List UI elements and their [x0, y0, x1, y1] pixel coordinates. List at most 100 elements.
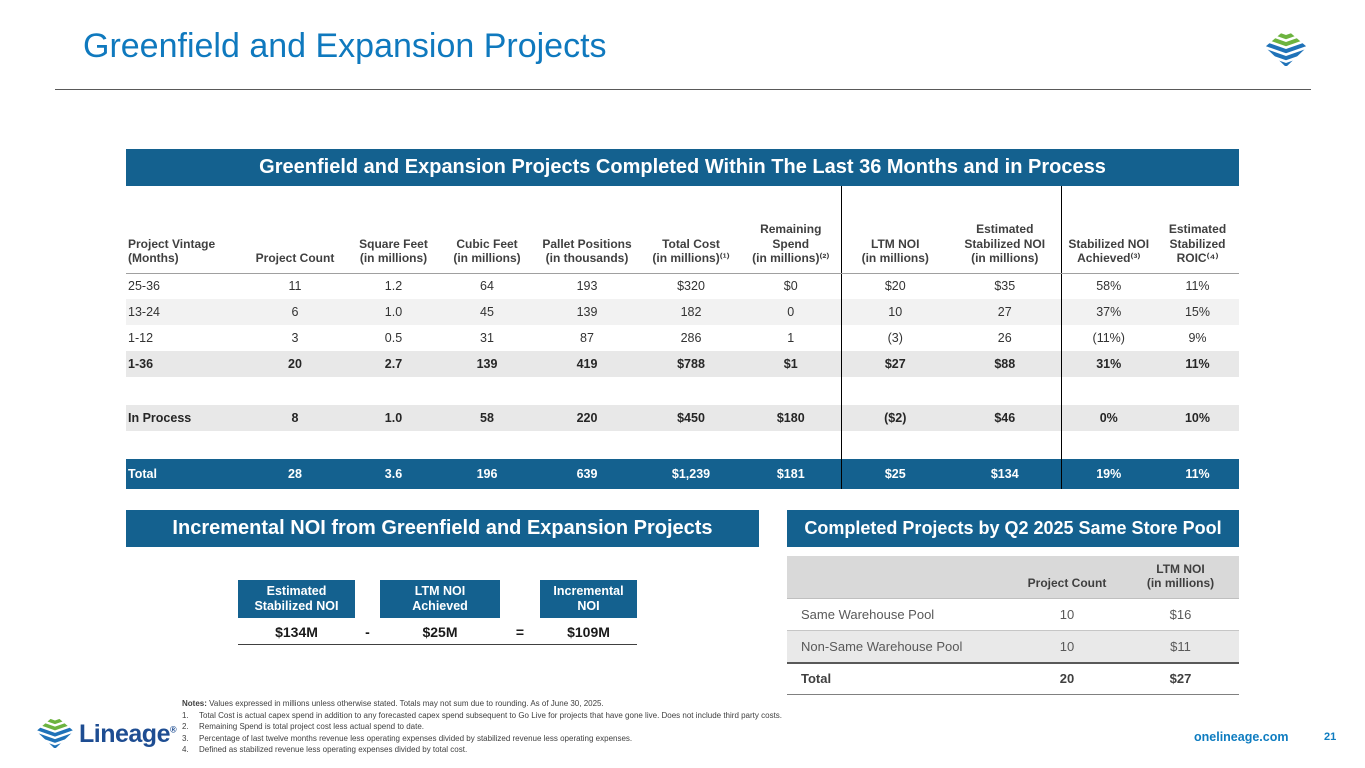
incremental-noi-table: Estimated Stabilized NOI LTM NOI Achieve…: [238, 580, 637, 645]
total-cell: 196: [441, 459, 533, 489]
notes-label: Notes:: [182, 699, 207, 708]
main-column-header: Stabilized NOI Achieved⁽³⁾: [1060, 186, 1156, 274]
lineage-wordmark: Lineage®: [79, 720, 177, 748]
cell: 10: [840, 299, 949, 325]
cell: $46: [949, 405, 1061, 431]
cell: 286: [680, 331, 702, 345]
pool-section: Project Count LTM NOI (in millions) Same…: [787, 556, 1239, 695]
total-cell: 19%: [1060, 459, 1156, 489]
cell: [533, 431, 641, 459]
cell: In Process: [126, 405, 244, 431]
pool-empty-header: [787, 556, 1012, 599]
projects-table-total-row: Total 28 3.6 196 639 $1,239 $181 $25 $134 19% 11%: [126, 459, 1239, 489]
project-count-header: Project Count: [1012, 556, 1122, 599]
cell: $450: [641, 405, 741, 431]
cell: $27: [840, 351, 949, 377]
cell: 15%: [1156, 299, 1239, 325]
cell: 8: [244, 405, 346, 431]
cell: 37%: [1060, 299, 1156, 325]
total-cell: 28: [244, 459, 346, 489]
cell: [441, 377, 533, 405]
cell: 58: [441, 405, 533, 431]
table-row: 13-24 6 1.0 45 139 182 0 10 27 37% 15%: [126, 299, 1239, 325]
cell: [1060, 377, 1156, 405]
cell: [1156, 377, 1239, 405]
estimated-stabilized-noi-header: Estimated Stabilized NOI: [238, 580, 355, 618]
pool-total-row: Total 20 $27: [787, 661, 1239, 695]
cell: 419: [533, 351, 641, 377]
cell: 3: [291, 331, 299, 345]
cell: $88: [949, 351, 1061, 377]
pool-row: Non-Same Warehouse Pool 10 $11: [787, 630, 1239, 663]
cell: [840, 431, 949, 459]
main-column-header: Square Feet (in millions): [346, 186, 441, 274]
cell: [533, 377, 641, 405]
projects-table-title: Greenfield and Expansion Projects Comple…: [126, 149, 1239, 186]
footnote-item: 2. Remaining Spend is total project cost …: [182, 722, 425, 731]
ltm-noi-achieved-value: $25M: [422, 624, 458, 640]
notes-intro: Values expressed in millions unless othe…: [209, 699, 604, 708]
cell: 20: [244, 351, 346, 377]
cell: $320: [677, 279, 705, 294]
title-divider: [55, 89, 1311, 90]
cell: 45: [441, 299, 533, 325]
cell: 0%: [1060, 405, 1156, 431]
footnotes: Notes: Values expressed in millions unle…: [182, 698, 972, 756]
cell: 11%: [1185, 279, 1210, 294]
registered-trademark: ®: [169, 724, 177, 735]
cell: 27: [949, 299, 1061, 325]
footnote-item: 3. Percentage of last twelve months reven…: [182, 733, 633, 743]
cell: 26: [997, 331, 1012, 345]
main-column-header: Remaining Spend (in millions)⁽²⁾: [741, 186, 841, 274]
pool-header-row: Project Count LTM NOI (in millions): [787, 556, 1239, 599]
cell: [126, 377, 244, 405]
cell: 182: [641, 299, 741, 325]
cell: 13-24: [126, 299, 244, 325]
pool-table: Project Count LTM NOI (in millions) Same…: [787, 556, 1239, 695]
main-column-header: Total Cost (in millions)⁽¹⁾: [641, 186, 741, 274]
incremental-noi-header: Incremental NOI: [540, 580, 637, 618]
cell: [741, 431, 841, 459]
notes-intro-line: Notes: Values expressed in millions unle…: [182, 698, 972, 710]
table-row: 1-12 3 0.5 31 87 286 1 (3) 26 (11%) 9%: [126, 325, 1239, 351]
spacer-row: [126, 377, 1239, 405]
cell: [346, 377, 441, 405]
cell: 139: [533, 299, 641, 325]
main-column-header: LTM NOI (in millions): [840, 186, 949, 274]
pool-cell: Non-Same Warehouse Pool: [787, 630, 1012, 663]
cell: [741, 377, 841, 405]
cell: [641, 431, 741, 459]
cell: [641, 377, 741, 405]
cell: ($2): [840, 405, 949, 431]
cell: $35: [994, 279, 1016, 294]
cell: [949, 431, 1061, 459]
cell: 193: [576, 279, 598, 294]
pool-cell: 10: [1012, 598, 1122, 631]
main-column-header: Pallet Positions (in thousands): [533, 186, 641, 274]
page-number: 21: [1324, 731, 1337, 743]
table-row: 25-36 11 1.2 64 193 $320 $0 $20 $35 58% 11%: [126, 273, 1239, 299]
main-column-header: Project Vintage (Months): [126, 186, 244, 274]
cell: $180: [741, 405, 841, 431]
cell: [244, 377, 346, 405]
cell: 31%: [1060, 351, 1156, 377]
cell: 0.5: [384, 331, 403, 345]
spacer-row: [126, 431, 1239, 459]
cell: 6: [244, 299, 346, 325]
cell: [1060, 431, 1156, 459]
cell: 0: [741, 299, 841, 325]
cell: 87: [580, 331, 594, 345]
website-link: onelineage.com: [1194, 730, 1289, 744]
lineage-logo: Lineage®: [37, 715, 177, 753]
cell: $0: [783, 279, 798, 294]
cell: 1.0: [346, 299, 441, 325]
main-column-header: Estimated Stabilized ROIC⁽⁴⁾: [1156, 186, 1239, 274]
footnote-item: 4. Defined as stabilized revenue less ope…: [182, 745, 468, 754]
cell: (3): [840, 325, 949, 351]
lineage-shield-icon: [1266, 29, 1306, 71]
page-title: Greenfield and Expansion Projects: [83, 27, 607, 65]
spacer: [500, 580, 540, 618]
cell: 1-12: [128, 331, 154, 345]
pool-cell: $11: [1122, 630, 1239, 663]
cell: 58%: [1060, 273, 1156, 299]
